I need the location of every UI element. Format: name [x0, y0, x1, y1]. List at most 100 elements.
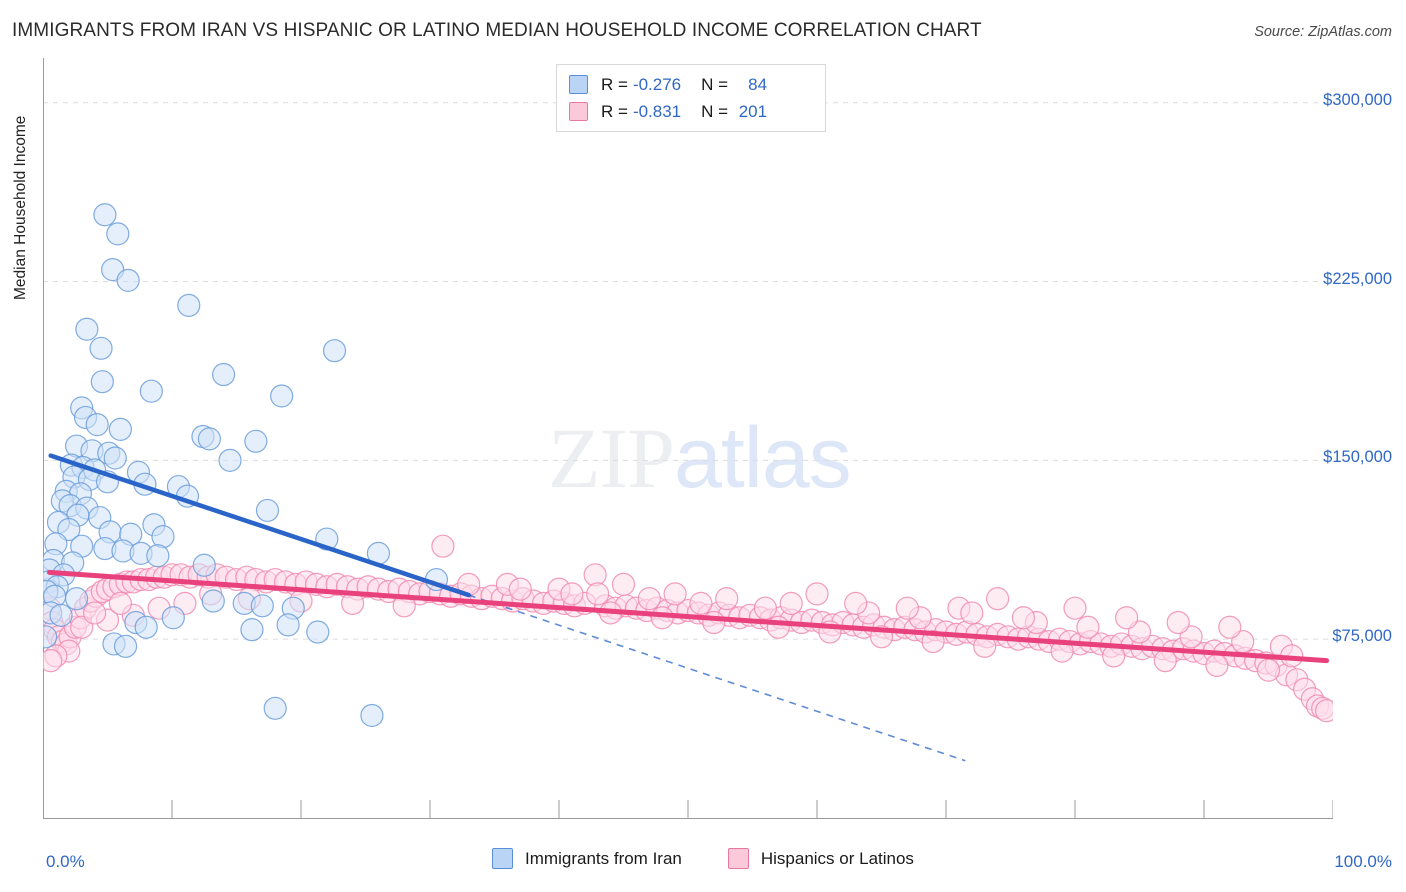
- scatter-point: [508, 577, 532, 601]
- scatter-point: [113, 634, 138, 658]
- trendline-iran-extension: [468, 594, 966, 762]
- n-label: N =: [701, 101, 729, 121]
- correlation-stats-legend: R = -0.276 N = 84 R = -0.831 N = 201: [556, 64, 826, 132]
- scatter-point: [689, 591, 713, 616]
- scatter-point: [201, 589, 225, 613]
- legend-swatch-iran-icon: [569, 75, 588, 94]
- scatter-point: [306, 620, 330, 644]
- scatter-point: [1076, 615, 1100, 639]
- scatter-point: [85, 412, 109, 437]
- scatter-point: [103, 446, 127, 470]
- stats-row-iran: R = -0.276 N = 84: [569, 71, 815, 98]
- y-axis-title: Median Household Income: [12, 115, 29, 300]
- scatter-point: [270, 384, 294, 408]
- scatter-point: [766, 615, 790, 639]
- scatter-point: [161, 606, 185, 630]
- scatter-point: [702, 610, 726, 635]
- scatter-point: [75, 317, 99, 341]
- n-value: 201: [738, 101, 768, 121]
- scatter-point: [1314, 699, 1333, 723]
- scatter-point: [322, 339, 347, 363]
- plot-area: [43, 58, 1333, 838]
- scatter-point: [1011, 606, 1036, 630]
- r-value: -0.831: [632, 101, 682, 121]
- scatter-point: [360, 703, 384, 728]
- scatter-point: [151, 525, 175, 549]
- scatter-point: [1114, 606, 1139, 630]
- scatter-point: [93, 203, 117, 227]
- scatter-point: [106, 222, 130, 246]
- scatter-point: [844, 591, 868, 616]
- scatter-point: [637, 587, 661, 611]
- scatter-point: [43, 649, 63, 673]
- y-tick-label: $300,000: [1323, 90, 1392, 109]
- n-value: 84: [748, 74, 768, 94]
- trendline-iran: [48, 453, 471, 598]
- scatter-point: [715, 587, 739, 611]
- scatter-point: [583, 563, 607, 587]
- r-label: R =: [601, 101, 628, 121]
- scatter-point: [82, 601, 107, 625]
- legend-item-iran[interactable]: Immigrants from Iran: [492, 848, 682, 869]
- scatter-point: [1166, 610, 1190, 635]
- scatter-point: [586, 582, 610, 606]
- scatter-point: [49, 603, 73, 627]
- scatter-point: [134, 615, 158, 639]
- y-tick-label: $75,000: [1332, 627, 1392, 646]
- series-points: [43, 534, 1333, 723]
- scatter-point: [43, 625, 58, 649]
- scatter-point: [89, 336, 113, 360]
- scatter-point: [139, 379, 163, 403]
- scatter-point: [611, 572, 636, 596]
- source-attribution: Source: ZipAtlas.com: [1254, 24, 1392, 40]
- y-tick-label: $150,000: [1323, 448, 1392, 467]
- scatter-point: [431, 534, 455, 558]
- scatter-point: [1218, 615, 1242, 639]
- scatter-point: [1205, 653, 1229, 678]
- legend-swatch-iran-icon: [492, 848, 514, 869]
- scatter-point: [560, 582, 584, 606]
- scatter-point: [263, 696, 287, 720]
- scatter-point: [985, 587, 1010, 611]
- scatter-point: [895, 596, 919, 620]
- scatter-point: [146, 544, 170, 568]
- scatter-plot-svg: [43, 58, 1333, 819]
- scatter-point: [108, 591, 133, 616]
- scatter-point: [753, 596, 778, 620]
- legend-label-iran: Immigrants from Iran: [525, 848, 682, 868]
- page-title: IMMIGRANTS FROM IRAN VS HISPANIC OR LATI…: [12, 20, 982, 41]
- y-tick-label: $225,000: [1323, 269, 1392, 288]
- scatter-point: [250, 594, 274, 618]
- scatter-point: [177, 293, 201, 317]
- scatter-point: [663, 582, 687, 606]
- scatter-point: [212, 362, 236, 387]
- scatter-point: [255, 498, 280, 523]
- scatter-point: [90, 370, 114, 394]
- scatter-point: [1153, 649, 1177, 673]
- scatter-point: [1256, 658, 1281, 682]
- legend-item-hispanic[interactable]: Hispanics or Latinos: [727, 848, 914, 869]
- trendline-hispanic: [46, 569, 1330, 664]
- legend-label-hispanic: Hispanics or Latinos: [760, 848, 914, 868]
- series-legend: Immigrants from Iran Hispanics or Latino…: [0, 848, 1406, 869]
- scatter-point: [116, 268, 140, 292]
- x-axis-max-label: 100.0%: [1334, 852, 1392, 871]
- n-label: N =: [701, 74, 729, 94]
- scatter-point: [64, 587, 89, 611]
- scatter-point: [276, 613, 300, 637]
- legend-swatch-hispanic-icon: [727, 848, 749, 869]
- scatter-point: [1063, 596, 1087, 620]
- scatter-point: [960, 601, 984, 625]
- series-points: [43, 203, 449, 728]
- scatter-point: [218, 448, 242, 472]
- scatter-point: [192, 553, 216, 577]
- scatter-point: [244, 429, 268, 453]
- scatter-point: [805, 582, 829, 606]
- legend-swatch-hispanic-icon: [569, 102, 588, 121]
- x-axis-min-label: 0.0%: [46, 852, 85, 871]
- scatter-point: [779, 591, 803, 616]
- stats-row-hispanic: R = -0.831 N = 201: [569, 98, 815, 125]
- scatter-point: [197, 427, 222, 451]
- scatter-point: [108, 417, 133, 441]
